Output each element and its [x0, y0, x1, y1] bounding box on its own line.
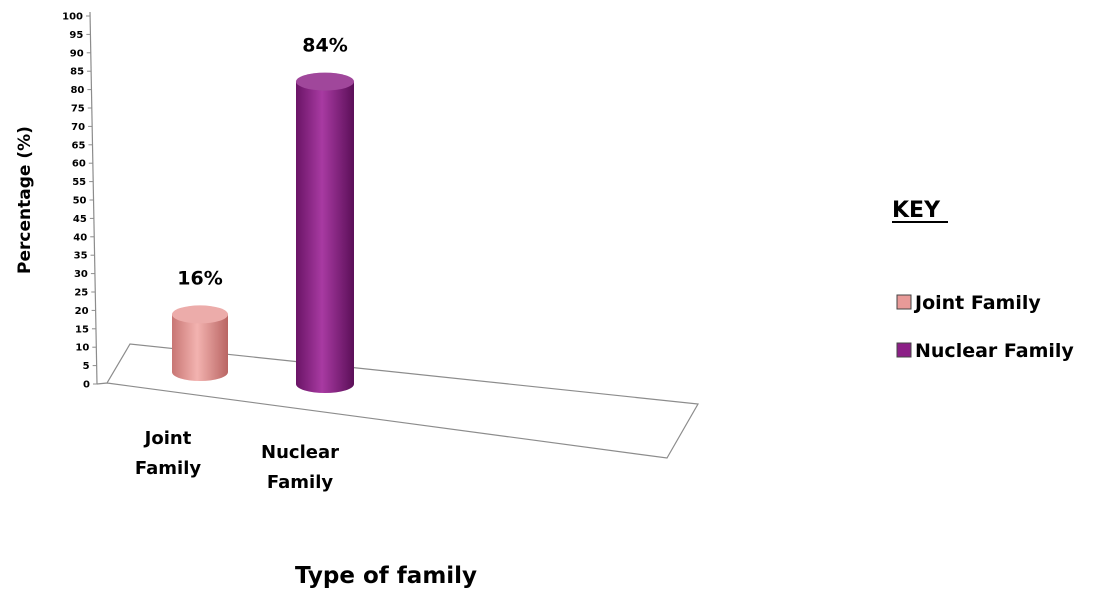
- y-tick-label: 15: [75, 324, 89, 335]
- y-tick-label: 65: [72, 140, 86, 151]
- bar-top-cap: [296, 72, 354, 91]
- y-axis-line: [89, 11, 98, 385]
- y-tick-label: 70: [71, 122, 85, 133]
- y-tick-label: 55: [72, 177, 86, 188]
- y-tick-label: 35: [74, 251, 88, 262]
- bar-body: [172, 314, 228, 381]
- y-tick-label: 95: [69, 30, 83, 41]
- bar-joint-family: [172, 305, 228, 381]
- y-tick-label: 20: [75, 306, 89, 317]
- legend-entry-label: Joint Family: [913, 292, 1041, 314]
- y-tick-label: 90: [70, 48, 84, 59]
- y-tick-label: 30: [74, 269, 88, 280]
- y-tick-label: 5: [83, 361, 90, 372]
- legend-swatch: [896, 294, 912, 310]
- legend-entry-label: Nuclear Family: [915, 340, 1074, 362]
- y-tick-label: 45: [73, 214, 87, 225]
- data-label: 84%: [302, 35, 347, 57]
- y-tick-label: 75: [71, 104, 85, 115]
- bars: [172, 72, 354, 393]
- y-tick-label: 80: [70, 85, 84, 96]
- bar-top-cap: [172, 305, 228, 324]
- bar-body: [296, 81, 354, 393]
- floor-plane: [96, 343, 699, 459]
- bar-nuclear-family: [296, 72, 354, 393]
- y-axis-title: Percentage (%): [15, 126, 35, 274]
- y-tick-label: 40: [73, 232, 87, 243]
- legend: KEY Joint Family Nuclear Family: [892, 198, 1074, 362]
- y-tick-label: 100: [62, 12, 83, 23]
- x-category-label: Family: [135, 458, 201, 479]
- y-tick-label: 10: [75, 343, 89, 354]
- y-tick-label: 50: [73, 196, 87, 207]
- x-category-label: Family: [267, 472, 333, 493]
- data-label: 16%: [177, 267, 222, 289]
- x-axis-title: Type of family: [295, 563, 477, 589]
- y-axis-ticks: 0 5 10 15 20 25 30 35 40 45 50 55 60 65 70 75 80 85 90 95 10…: [62, 12, 97, 391]
- y-tick-label: 60: [72, 159, 86, 170]
- legend-swatch: [896, 342, 912, 358]
- legend-title: KEY: [892, 198, 941, 223]
- y-tick-label: 0: [83, 380, 90, 391]
- x-axis-category-labels: Joint Family Nuclear Family: [135, 428, 339, 493]
- x-category-label: Nuclear: [261, 442, 339, 463]
- y-tick-label: 25: [74, 288, 88, 299]
- bar-top-highlight: [172, 305, 228, 324]
- data-labels: 16% 84%: [177, 35, 347, 290]
- bar-top-highlight: [296, 72, 354, 91]
- y-tick-label: 85: [70, 67, 84, 78]
- x-category-label: Joint: [143, 428, 192, 449]
